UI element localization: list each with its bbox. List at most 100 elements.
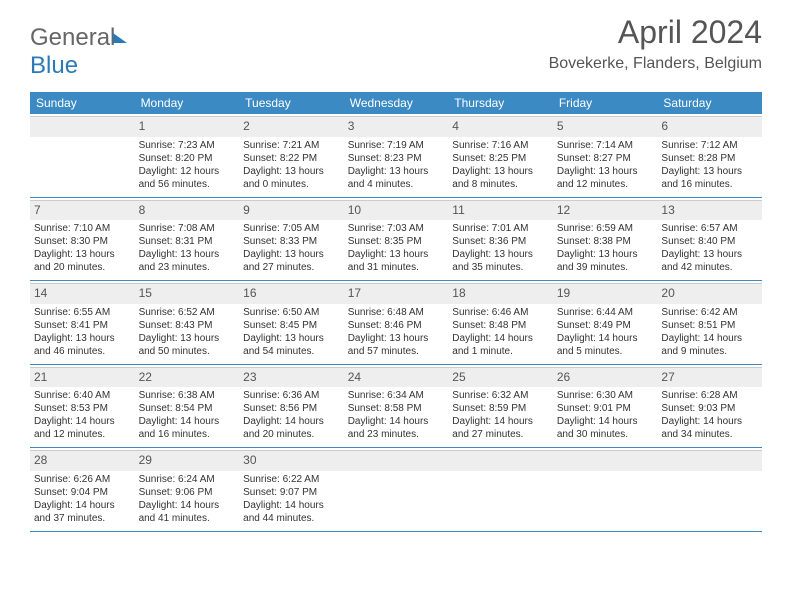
day-number: 30 (239, 450, 344, 471)
daylight1-text: Daylight: 13 hours (243, 165, 340, 178)
daylight2-text: and 42 minutes. (661, 261, 758, 274)
day-number: 9 (239, 200, 344, 221)
sunset-text: Sunset: 8:35 PM (348, 235, 445, 248)
day-cell (553, 448, 658, 531)
sunrise-text: Sunrise: 7:21 AM (243, 139, 340, 152)
sunset-text: Sunset: 8:48 PM (452, 319, 549, 332)
day-number: 4 (448, 116, 553, 137)
day-number: 29 (135, 450, 240, 471)
sunset-text: Sunset: 8:33 PM (243, 235, 340, 248)
day-number: 1 (135, 116, 240, 137)
daylight1-text: Daylight: 13 hours (557, 248, 654, 261)
day-cell (448, 448, 553, 531)
day-number: 24 (344, 367, 449, 388)
daylight1-text: Daylight: 13 hours (348, 248, 445, 261)
day-number: 7 (30, 200, 135, 221)
daylight1-text: Daylight: 13 hours (243, 248, 340, 261)
daylight1-text: Daylight: 13 hours (139, 248, 236, 261)
sunset-text: Sunset: 9:07 PM (243, 486, 340, 499)
sunset-text: Sunset: 8:46 PM (348, 319, 445, 332)
daylight2-text: and 16 minutes. (661, 178, 758, 191)
day-cell: 22Sunrise: 6:38 AMSunset: 8:54 PMDayligh… (135, 365, 240, 448)
sunrise-text: Sunrise: 6:52 AM (139, 306, 236, 319)
sunrise-text: Sunrise: 7:03 AM (348, 222, 445, 235)
sunrise-text: Sunrise: 6:48 AM (348, 306, 445, 319)
logo-text-2: Blue (30, 52, 78, 79)
sunrise-text: Sunrise: 6:34 AM (348, 389, 445, 402)
day-cell: 23Sunrise: 6:36 AMSunset: 8:56 PMDayligh… (239, 365, 344, 448)
sunrise-text: Sunrise: 6:22 AM (243, 473, 340, 486)
daylight1-text: Daylight: 14 hours (34, 415, 131, 428)
sunset-text: Sunset: 8:53 PM (34, 402, 131, 415)
day-cell: 17Sunrise: 6:48 AMSunset: 8:46 PMDayligh… (344, 281, 449, 364)
sunset-text: Sunset: 8:51 PM (661, 319, 758, 332)
week-row: 21Sunrise: 6:40 AMSunset: 8:53 PMDayligh… (30, 365, 762, 449)
daylight2-text: and 20 minutes. (243, 428, 340, 441)
daylight1-text: Daylight: 14 hours (557, 415, 654, 428)
day-number: 17 (344, 283, 449, 304)
day-cell: 24Sunrise: 6:34 AMSunset: 8:58 PMDayligh… (344, 365, 449, 448)
day-number: 23 (239, 367, 344, 388)
daylight1-text: Daylight: 13 hours (452, 165, 549, 178)
page-header: General Blue April 2024 Bovekerke, Fland… (0, 0, 792, 80)
daylight1-text: Daylight: 14 hours (557, 332, 654, 345)
sunset-text: Sunset: 8:56 PM (243, 402, 340, 415)
daylight2-text: and 23 minutes. (139, 261, 236, 274)
sunrise-text: Sunrise: 6:59 AM (557, 222, 654, 235)
sunrise-text: Sunrise: 6:32 AM (452, 389, 549, 402)
daylight2-text: and 41 minutes. (139, 512, 236, 525)
day-cell: 3Sunrise: 7:19 AMSunset: 8:23 PMDaylight… (344, 114, 449, 197)
day-number: 3 (344, 116, 449, 137)
day-cell: 9Sunrise: 7:05 AMSunset: 8:33 PMDaylight… (239, 198, 344, 281)
day-header: Friday (553, 92, 658, 114)
sunset-text: Sunset: 8:38 PM (557, 235, 654, 248)
daylight1-text: Daylight: 14 hours (452, 415, 549, 428)
sunrise-text: Sunrise: 7:19 AM (348, 139, 445, 152)
sunrise-text: Sunrise: 6:24 AM (139, 473, 236, 486)
sunset-text: Sunset: 8:41 PM (34, 319, 131, 332)
sunset-text: Sunset: 8:36 PM (452, 235, 549, 248)
daylight2-text: and 27 minutes. (452, 428, 549, 441)
day-header: Wednesday (344, 92, 449, 114)
day-cell (344, 448, 449, 531)
daylight1-text: Daylight: 12 hours (139, 165, 236, 178)
sunrise-text: Sunrise: 6:36 AM (243, 389, 340, 402)
day-cell: 27Sunrise: 6:28 AMSunset: 9:03 PMDayligh… (657, 365, 762, 448)
day-number-empty (448, 450, 553, 471)
daylight2-text: and 12 minutes. (34, 428, 131, 441)
day-cell: 15Sunrise: 6:52 AMSunset: 8:43 PMDayligh… (135, 281, 240, 364)
day-cell: 18Sunrise: 6:46 AMSunset: 8:48 PMDayligh… (448, 281, 553, 364)
week-row: 7Sunrise: 7:10 AMSunset: 8:30 PMDaylight… (30, 198, 762, 282)
sunset-text: Sunset: 8:43 PM (139, 319, 236, 332)
day-cell: 7Sunrise: 7:10 AMSunset: 8:30 PMDaylight… (30, 198, 135, 281)
day-cell (657, 448, 762, 531)
logo-text-1: General (30, 24, 115, 51)
sunrise-text: Sunrise: 6:57 AM (661, 222, 758, 235)
sunrise-text: Sunrise: 7:05 AM (243, 222, 340, 235)
sunset-text: Sunset: 8:40 PM (661, 235, 758, 248)
day-cell: 25Sunrise: 6:32 AMSunset: 8:59 PMDayligh… (448, 365, 553, 448)
daylight1-text: Daylight: 14 hours (34, 499, 131, 512)
sunrise-text: Sunrise: 6:30 AM (557, 389, 654, 402)
sunset-text: Sunset: 8:31 PM (139, 235, 236, 248)
daylight2-text: and 1 minute. (452, 345, 549, 358)
daylight1-text: Daylight: 13 hours (139, 332, 236, 345)
logo: General Blue (30, 24, 127, 80)
sunrise-text: Sunrise: 7:10 AM (34, 222, 131, 235)
day-header: Monday (135, 92, 240, 114)
sunrise-text: Sunrise: 7:08 AM (139, 222, 236, 235)
sunset-text: Sunset: 8:27 PM (557, 152, 654, 165)
day-number: 14 (30, 283, 135, 304)
day-number: 12 (553, 200, 658, 221)
day-number: 26 (553, 367, 658, 388)
daylight1-text: Daylight: 13 hours (34, 248, 131, 261)
day-number: 21 (30, 367, 135, 388)
week-row: 14Sunrise: 6:55 AMSunset: 8:41 PMDayligh… (30, 281, 762, 365)
daylight2-text: and 5 minutes. (557, 345, 654, 358)
daylight2-text: and 20 minutes. (34, 261, 131, 274)
day-cell: 29Sunrise: 6:24 AMSunset: 9:06 PMDayligh… (135, 448, 240, 531)
daylight2-text: and 0 minutes. (243, 178, 340, 191)
sunrise-text: Sunrise: 6:50 AM (243, 306, 340, 319)
sunset-text: Sunset: 8:20 PM (139, 152, 236, 165)
daylight1-text: Daylight: 14 hours (661, 415, 758, 428)
